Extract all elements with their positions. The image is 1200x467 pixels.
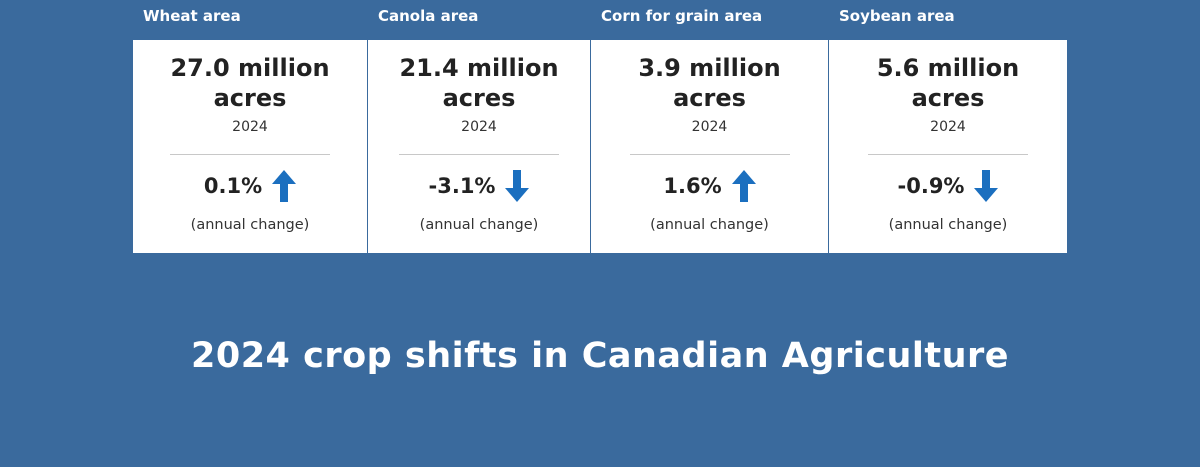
change-value: 1.6% <box>663 174 722 198</box>
area-value: 27.0 million acres <box>170 54 330 112</box>
divider <box>170 154 330 155</box>
card-body: 5.6 million acres 2024 -0.9% (annual cha… <box>829 40 1067 253</box>
divider <box>399 154 559 155</box>
year: 2024 <box>461 119 497 135</box>
card: Wheat area 27.0 million acres 2024 0.1% … <box>133 0 367 253</box>
card-header: Corn for grain area <box>601 7 763 25</box>
change-row: 1.6% <box>591 170 828 202</box>
change-value: 0.1% <box>203 174 263 198</box>
arrow-up <box>272 170 297 202</box>
arrow-up <box>731 170 756 202</box>
card-header: Soybean area <box>839 7 955 25</box>
card-header: Canola area <box>378 7 479 25</box>
area-value: 3.9 million acres <box>638 54 781 112</box>
divider <box>629 154 790 155</box>
change-label: (annual change) <box>888 217 1008 233</box>
change-row: -3.1% <box>368 170 590 202</box>
card-body: 3.9 million acres 2024 1.6% (annual chan… <box>591 40 828 253</box>
change-row: 0.1% <box>133 170 367 202</box>
change-value: -3.1% <box>428 174 496 198</box>
arrow-down <box>974 170 999 202</box>
change-value: -0.9% <box>897 174 965 198</box>
area-value: 5.6 million acres <box>876 54 1020 112</box>
card-body: 27.0 million acres 2024 0.1% (annual cha… <box>133 40 367 253</box>
divider <box>868 154 1028 155</box>
change-label: (annual change) <box>419 217 539 233</box>
card-header: Wheat area <box>143 7 241 25</box>
arrow-down <box>505 170 530 202</box>
card: Soybean area 5.6 million acres 2024 -0.9… <box>829 0 1067 253</box>
card-body: 21.4 million acres 2024 -3.1% (annual ch… <box>368 40 590 253</box>
change-label: (annual change) <box>650 217 769 233</box>
card: Canola area 21.4 million acres 2024 -3.1… <box>368 0 590 253</box>
year: 2024 <box>691 119 728 135</box>
year: 2024 <box>930 119 966 135</box>
card: Corn for grain area 3.9 million acres 20… <box>591 0 828 253</box>
year: 2024 <box>232 119 268 135</box>
change-label: (annual change) <box>190 217 310 233</box>
page-title: 2024 crop shifts in Canadian Agriculture <box>190 336 1010 376</box>
change-row: -0.9% <box>829 170 1067 202</box>
area-value: 21.4 million acres <box>399 54 559 112</box>
